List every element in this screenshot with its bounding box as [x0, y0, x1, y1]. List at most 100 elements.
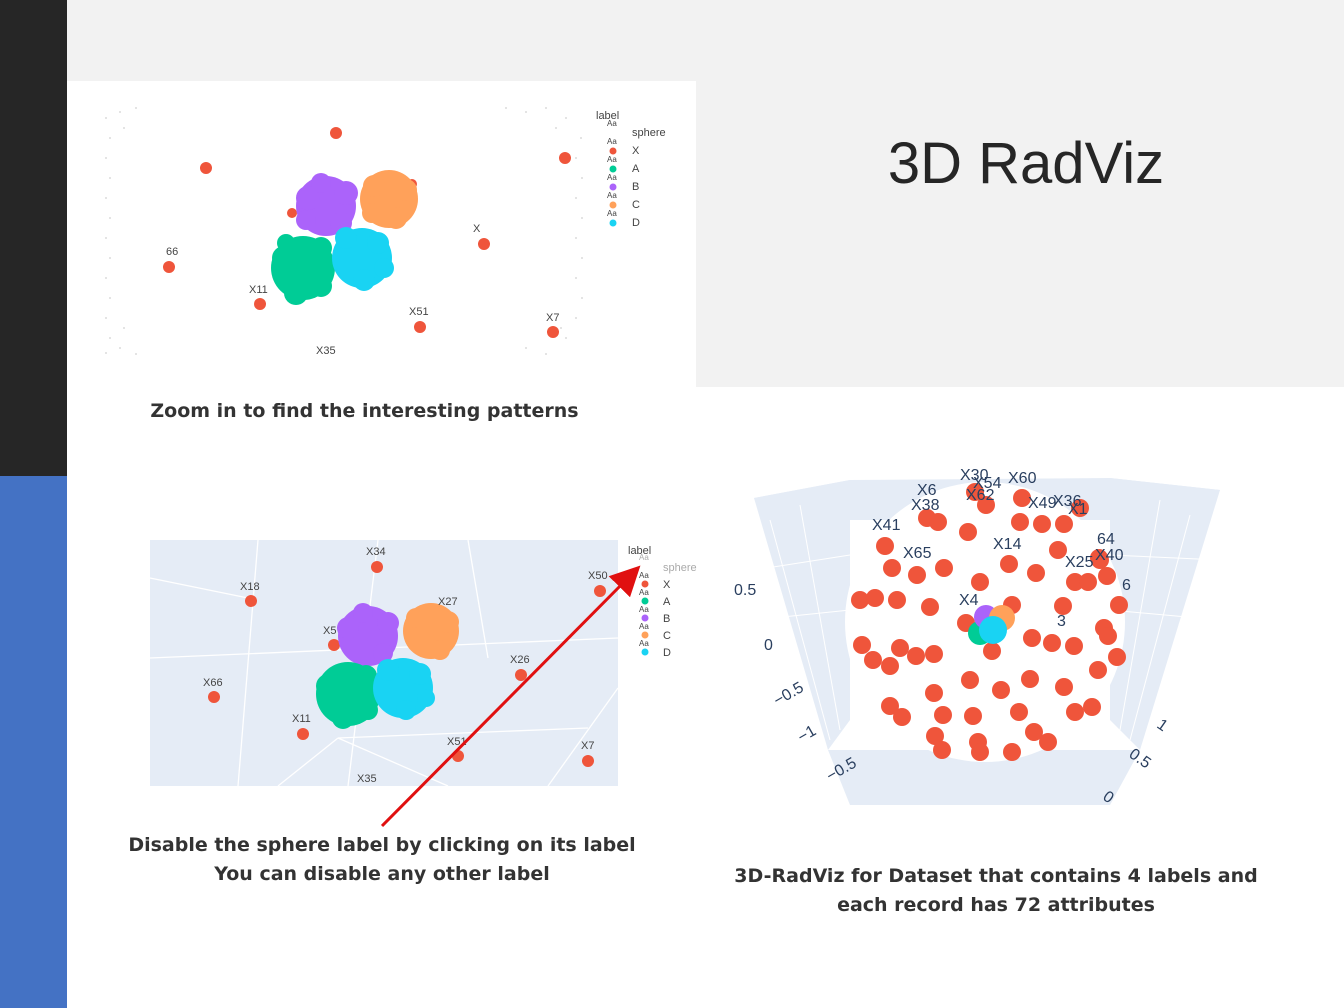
legend-marker: [641, 580, 649, 588]
attr-point: [1011, 513, 1029, 531]
attr-point: [200, 162, 212, 174]
point-label: X49: [1028, 495, 1057, 512]
attr-point: [966, 483, 984, 501]
svg-text:Aa: Aa: [639, 622, 649, 631]
svg-text:Aa: Aa: [607, 137, 617, 146]
attr-point: [934, 706, 952, 724]
cluster-C: [403, 603, 459, 660]
axis-tick: 0.5: [734, 582, 756, 599]
attribute-points: [851, 483, 1128, 761]
attr-point: [594, 585, 606, 597]
svg-text:Aa: Aa: [607, 209, 617, 218]
caption-disable: Disable the sphere label by clicking on …: [67, 831, 697, 889]
legend-item-X[interactable]: Aa X: [607, 137, 640, 157]
legend-marker: [609, 219, 617, 227]
point-label: X40: [1095, 547, 1124, 564]
attr-point: [1098, 567, 1116, 585]
attr-point: [929, 513, 947, 531]
arrow-line: [380, 565, 641, 828]
legend-item-sphere[interactable]: Aa sphere: [639, 553, 697, 574]
attr-point: [977, 496, 995, 514]
attr-point: [245, 595, 257, 607]
cluster-B: [296, 173, 358, 236]
legend-item-C[interactable]: Aa C: [607, 191, 640, 211]
attr-point: [1066, 573, 1084, 591]
attr-point: [1043, 634, 1061, 652]
point-label: X35: [357, 773, 377, 785]
legend-item-B[interactable]: Aa B: [607, 173, 639, 193]
point-label: X50: [588, 570, 608, 582]
point-label: X7: [581, 740, 594, 752]
legend-marker: [609, 147, 617, 155]
svg-text:Aa: Aa: [607, 119, 617, 128]
point-label: X26: [510, 654, 530, 666]
attr-point: [547, 326, 559, 338]
legend-label: A: [663, 596, 671, 608]
legend-item-A[interactable]: Aa A: [639, 588, 671, 608]
legend-item-B[interactable]: Aa B: [639, 605, 670, 625]
legend-item-D[interactable]: Aa D: [607, 209, 640, 229]
attr-point: [883, 559, 901, 577]
attr-point: [964, 707, 982, 725]
cluster-D: [332, 227, 394, 291]
zoomed-radviz-plot[interactable]: X11 X51 X7 X35 66 X label Aa sphere Aa X…: [96, 98, 696, 368]
caption-radviz-line2: each record has 72 attributes: [837, 894, 1155, 916]
legend-label: C: [663, 630, 671, 642]
legend-label: B: [632, 181, 639, 193]
attr-point: [935, 559, 953, 577]
attr-point: [559, 152, 571, 164]
radviz-3d-plot[interactable]: X30 X54 X60 X6 X62 X38 X49 X36 X1 X41 X1…: [730, 460, 1230, 805]
point-label: X65: [903, 545, 932, 562]
attr-point: [515, 669, 527, 681]
attr-point: [888, 591, 906, 609]
caption-radviz: 3D-RadViz for Dataset that contains 4 la…: [696, 862, 1296, 920]
point-label: X4: [959, 592, 979, 609]
legend-label: D: [632, 217, 640, 229]
cluster-D: [373, 658, 435, 720]
legend-item-sphere[interactable]: Aa sphere: [607, 119, 666, 139]
attr-point: [1025, 723, 1043, 741]
top-grey-panel: [67, 0, 696, 81]
attr-point: [1108, 648, 1126, 666]
point-label: 64: [1097, 531, 1115, 548]
legend-label: sphere: [632, 127, 666, 139]
legend-marker: [641, 597, 649, 605]
cluster-A: [316, 662, 380, 729]
attr-point: [851, 591, 869, 609]
attr-point: [876, 537, 894, 555]
cluster-D: [979, 616, 1007, 644]
sphere-disabled-radviz-plot[interactable]: X34 X18 X50 X27 X5 X26 X66 X11 X51 X7 X3…: [148, 538, 708, 788]
attr-point: [921, 598, 939, 616]
point-label: X51: [409, 306, 429, 318]
legend-item-C[interactable]: Aa C: [639, 622, 671, 642]
attr-point: [1023, 629, 1041, 647]
attr-point: [925, 684, 943, 702]
attr-point: [1066, 703, 1084, 721]
attr-point: [1010, 703, 1028, 721]
attr-point: [971, 573, 989, 591]
attr-point: [414, 321, 426, 333]
attr-point: [328, 639, 340, 651]
attr-point: [1091, 551, 1109, 569]
point-label: X34: [366, 546, 386, 558]
cluster-C: [360, 170, 418, 229]
point-label: X7: [546, 312, 559, 324]
svg-text:Aa: Aa: [607, 191, 617, 200]
attr-point: [1071, 499, 1089, 517]
svg-text:Aa: Aa: [639, 553, 649, 562]
legend-item-X[interactable]: Aa X: [639, 571, 671, 591]
legend: label: [596, 110, 619, 122]
legend-label: X: [632, 145, 640, 157]
legend-marker: [641, 648, 649, 656]
point-label: X6: [917, 482, 937, 499]
point-label: X18: [240, 581, 260, 593]
legend-item-A[interactable]: Aa A: [607, 155, 640, 175]
legend-label: C: [632, 199, 640, 211]
legend-item-D[interactable]: Aa D: [639, 639, 671, 659]
attr-point: [853, 636, 871, 654]
point-label: 3: [1057, 613, 1066, 630]
grid-lines: [753, 499, 1221, 741]
point-label: X41: [872, 517, 901, 534]
attr-point: [1110, 596, 1128, 614]
caption-disable-line2: You can disable any other label: [214, 863, 550, 885]
